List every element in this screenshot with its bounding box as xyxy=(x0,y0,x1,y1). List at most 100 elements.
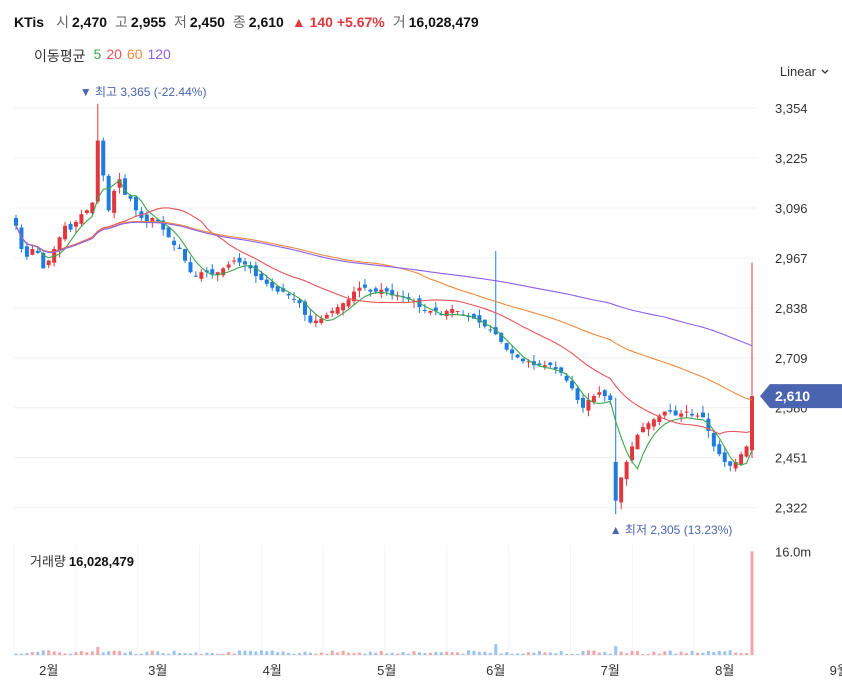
volume-bar[interactable] xyxy=(745,652,749,655)
volume-bar[interactable] xyxy=(521,653,525,655)
volume-bar[interactable] xyxy=(581,651,585,655)
candle-body[interactable] xyxy=(368,289,373,292)
candle-body[interactable] xyxy=(750,396,754,451)
volume-bar[interactable] xyxy=(526,652,530,655)
volume-bar[interactable] xyxy=(499,653,503,655)
candle-body[interactable] xyxy=(690,413,695,416)
candle-body[interactable] xyxy=(204,270,209,273)
candle-body[interactable] xyxy=(188,262,193,273)
volume-bar[interactable] xyxy=(156,651,160,655)
volume-bar[interactable] xyxy=(47,650,51,655)
volume-bar[interactable] xyxy=(619,651,623,655)
volume-bar[interactable] xyxy=(461,653,465,655)
candle-body[interactable] xyxy=(384,288,389,292)
candle-body[interactable] xyxy=(706,418,711,431)
volume-bar[interactable] xyxy=(194,652,198,655)
volume-bar[interactable] xyxy=(265,651,269,655)
volume-bar[interactable] xyxy=(559,651,563,655)
candle-body[interactable] xyxy=(542,365,547,367)
candle-body[interactable] xyxy=(68,223,73,230)
candle-body[interactable] xyxy=(95,140,100,202)
volume-bar[interactable] xyxy=(685,653,689,655)
volume-bar[interactable] xyxy=(674,653,678,655)
candle-body[interactable] xyxy=(128,195,133,199)
candle-body[interactable] xyxy=(166,227,171,238)
volume-bar[interactable] xyxy=(657,653,661,655)
candle-body[interactable] xyxy=(580,397,585,408)
volume-bar[interactable] xyxy=(608,653,612,655)
candle-body[interactable] xyxy=(733,461,738,469)
volume-bar[interactable] xyxy=(450,652,454,655)
candle-body[interactable] xyxy=(548,362,553,366)
candle-body[interactable] xyxy=(586,399,591,411)
volume-bar[interactable] xyxy=(439,652,443,655)
moving-average-legend[interactable]: 이동평균 5 20 60 120 xyxy=(34,46,171,66)
candle-body[interactable] xyxy=(695,415,700,417)
volume-bar[interactable] xyxy=(25,652,29,655)
volume-bar[interactable] xyxy=(183,653,187,655)
candle-body[interactable] xyxy=(259,273,264,280)
volume-bar[interactable] xyxy=(36,651,40,655)
volume-bar[interactable] xyxy=(232,653,236,655)
candle-body[interactable] xyxy=(444,310,449,317)
candle-body[interactable] xyxy=(177,247,182,249)
ma-legend-20[interactable]: 20 xyxy=(106,46,122,62)
volume-bar[interactable] xyxy=(276,652,280,655)
volume-bar[interactable] xyxy=(537,650,541,655)
volume-bar[interactable] xyxy=(96,646,100,655)
volume-bar[interactable] xyxy=(297,653,301,655)
volume-bar[interactable] xyxy=(472,650,476,655)
candle-body[interactable] xyxy=(668,410,673,412)
volume-bar[interactable] xyxy=(188,653,192,655)
volume-bar[interactable] xyxy=(69,653,73,655)
candle-body[interactable] xyxy=(57,237,62,251)
volume-bar[interactable] xyxy=(467,650,471,655)
volume-bar[interactable] xyxy=(85,652,89,655)
volume-bar[interactable] xyxy=(646,653,650,655)
candle-body[interactable] xyxy=(35,250,40,253)
candle-body[interactable] xyxy=(373,288,378,292)
candle-body[interactable] xyxy=(640,427,645,433)
candle-body[interactable] xyxy=(264,279,269,284)
candle-body[interactable] xyxy=(624,461,629,480)
volume-bar[interactable] xyxy=(363,653,367,655)
candle-body[interactable] xyxy=(717,444,722,455)
candle-body[interactable] xyxy=(570,380,575,389)
volume-bar[interactable] xyxy=(139,653,143,655)
volume-bar[interactable] xyxy=(19,653,23,655)
candle-body[interactable] xyxy=(488,329,493,331)
volume-bar[interactable] xyxy=(510,653,514,655)
candle-body[interactable] xyxy=(591,396,596,402)
candle-body[interactable] xyxy=(63,225,68,240)
volume-bar[interactable] xyxy=(728,650,732,655)
candle-body[interactable] xyxy=(346,299,351,307)
volume-bar[interactable] xyxy=(592,650,596,655)
volume-bar[interactable] xyxy=(210,652,214,655)
volume-bar[interactable] xyxy=(456,652,460,655)
candle-body[interactable] xyxy=(673,410,678,416)
volume-bar[interactable] xyxy=(270,650,274,655)
candle-body[interactable] xyxy=(362,284,367,288)
volume-bar[interactable] xyxy=(750,551,754,655)
volume-bar[interactable] xyxy=(428,652,432,655)
candle-body[interactable] xyxy=(477,315,482,323)
volume-bar[interactable] xyxy=(586,650,590,655)
candle-body[interactable] xyxy=(450,309,455,313)
volume-bar[interactable] xyxy=(483,651,487,655)
volume-bar[interactable] xyxy=(679,651,683,655)
candle-body[interactable] xyxy=(253,265,258,277)
candle-body[interactable] xyxy=(199,272,204,279)
volume-bar[interactable] xyxy=(63,653,67,655)
candle-body[interactable] xyxy=(324,314,329,319)
candle-body[interactable] xyxy=(123,178,128,195)
volume-bar[interactable] xyxy=(477,651,481,655)
candle-body[interactable] xyxy=(635,434,640,450)
volume-bar[interactable] xyxy=(516,653,520,655)
volume-bar[interactable] xyxy=(325,653,329,655)
volume-bar[interactable] xyxy=(652,651,656,655)
candle-body[interactable] xyxy=(270,281,275,288)
volume-bar[interactable] xyxy=(532,652,536,655)
candle-body[interactable] xyxy=(739,454,744,465)
volume-bar[interactable] xyxy=(216,653,220,655)
